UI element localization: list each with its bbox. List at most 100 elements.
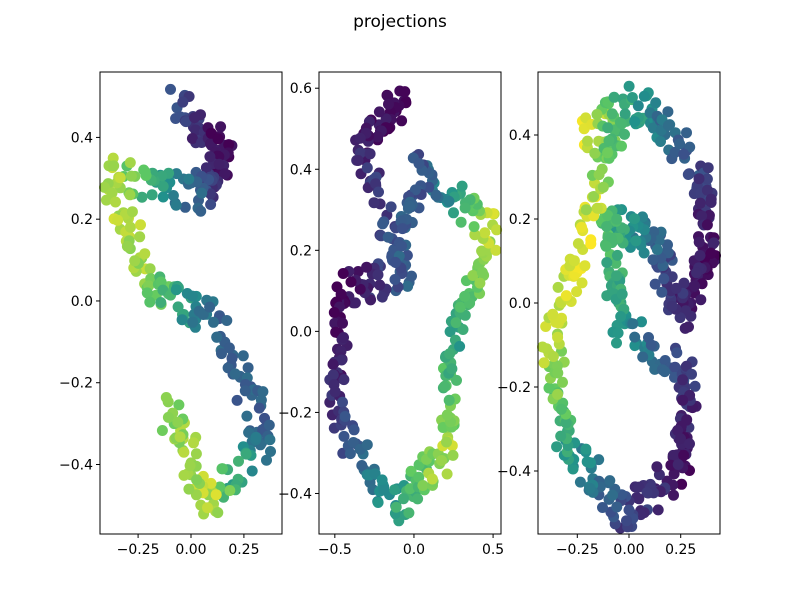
scatter-point	[329, 386, 341, 398]
scatter-point	[188, 437, 199, 449]
scatter-point	[354, 283, 366, 295]
scatter-point	[216, 348, 227, 360]
scatter-point	[677, 394, 689, 406]
scatter-point	[338, 430, 350, 442]
scatter-point	[187, 316, 199, 328]
scatter-point	[412, 493, 424, 505]
scatter-point	[626, 92, 638, 103]
scatter-point	[623, 80, 635, 92]
scatter-point	[490, 244, 502, 256]
scatter-point	[589, 147, 601, 159]
scatter-point	[611, 501, 623, 513]
scatter-point	[672, 459, 684, 470]
scatter-point	[352, 155, 364, 166]
scatter-point	[160, 392, 172, 403]
scatter-point	[191, 474, 203, 486]
scatter-point	[197, 309, 209, 320]
scatter-point	[684, 438, 695, 450]
scatter-point	[629, 331, 641, 343]
subplot-1: −0.25 0.00 0.25 −0.4 −0.2 0.0 0.2 0.4	[59, 71, 283, 558]
scatter-point	[568, 255, 580, 267]
x-tick-label: −0.25	[556, 542, 599, 558]
scatter-point	[632, 100, 644, 112]
scatter-point	[376, 291, 388, 303]
scatter-point	[404, 483, 416, 495]
scatter-point	[633, 481, 645, 493]
scatter-point	[171, 168, 182, 180]
scatter-point	[686, 368, 697, 380]
scatter-point	[611, 270, 622, 282]
subplot-3: −0.25 0.00 0.25 −0.4 −0.2 0.0 0.2 0.4	[497, 71, 721, 558]
scatter-point	[417, 480, 429, 491]
scatter-point	[666, 300, 678, 312]
scatter-point	[459, 202, 471, 214]
scatter-point	[261, 454, 272, 466]
scatter-point	[619, 128, 630, 140]
scatter-point	[650, 97, 662, 109]
y-tick-label: −0.4	[59, 457, 93, 473]
scatter-point	[696, 210, 708, 222]
scatter-point	[441, 468, 453, 480]
scatter-point	[345, 276, 357, 288]
y-tick-label: −0.4	[278, 486, 312, 502]
scatter-point	[552, 281, 564, 293]
y-tick-label: 0.0	[290, 324, 312, 340]
scatter-point	[219, 168, 231, 180]
scatter-point	[389, 256, 401, 268]
scatter-point	[572, 238, 584, 250]
scatter-point	[611, 337, 622, 349]
scatter-point	[645, 339, 657, 351]
scatter-point	[212, 507, 224, 519]
scatter-point	[404, 200, 416, 212]
scatter-point	[633, 493, 645, 505]
scatter-point	[339, 411, 351, 422]
scatter-point	[451, 374, 462, 386]
scatter-point	[476, 266, 488, 278]
figure-title: projections	[353, 12, 447, 32]
scatter-point	[179, 201, 191, 213]
scatter-point	[649, 363, 661, 375]
scatter-point	[403, 507, 415, 519]
scatter-point	[157, 180, 169, 192]
scatter-point	[651, 244, 663, 256]
scatter-point	[383, 98, 394, 110]
scatter-point	[112, 214, 124, 226]
scatter-point	[396, 115, 408, 127]
scatter-point	[200, 162, 212, 174]
scatter-point	[444, 326, 456, 338]
scatter-point	[591, 202, 603, 214]
scatter-point	[555, 430, 567, 442]
scatter-point	[134, 231, 146, 243]
scatter-point	[567, 463, 579, 475]
scatter-point	[246, 465, 258, 477]
y-tick-label: 0.0	[509, 296, 531, 312]
scatter-point	[459, 290, 471, 302]
scatter-point	[597, 181, 609, 193]
scatter-point	[373, 106, 385, 118]
scatter-point	[616, 118, 627, 130]
scatter-point	[537, 341, 548, 353]
scatter-point	[390, 501, 402, 513]
scatter-point	[694, 250, 706, 261]
scatter-point	[330, 326, 342, 338]
scatter-point	[337, 268, 349, 279]
scatter-point	[629, 213, 640, 225]
scatter-point	[689, 380, 701, 392]
scatter-point	[467, 270, 479, 281]
scatter-point	[602, 147, 614, 159]
scatter-point	[211, 331, 223, 343]
scatter-point	[146, 189, 158, 201]
scatter-point	[240, 448, 252, 460]
scatter-point	[705, 247, 717, 259]
scatter-point	[630, 235, 642, 247]
scatter-point	[397, 223, 408, 235]
scatter-point	[441, 436, 452, 448]
scatter-point	[121, 240, 133, 252]
scatter-point	[623, 504, 635, 516]
scatter-point	[677, 374, 689, 386]
scatter-point	[649, 278, 661, 290]
scatter-point	[361, 162, 373, 174]
scatter-point	[170, 284, 182, 296]
scatter-point	[491, 224, 503, 236]
